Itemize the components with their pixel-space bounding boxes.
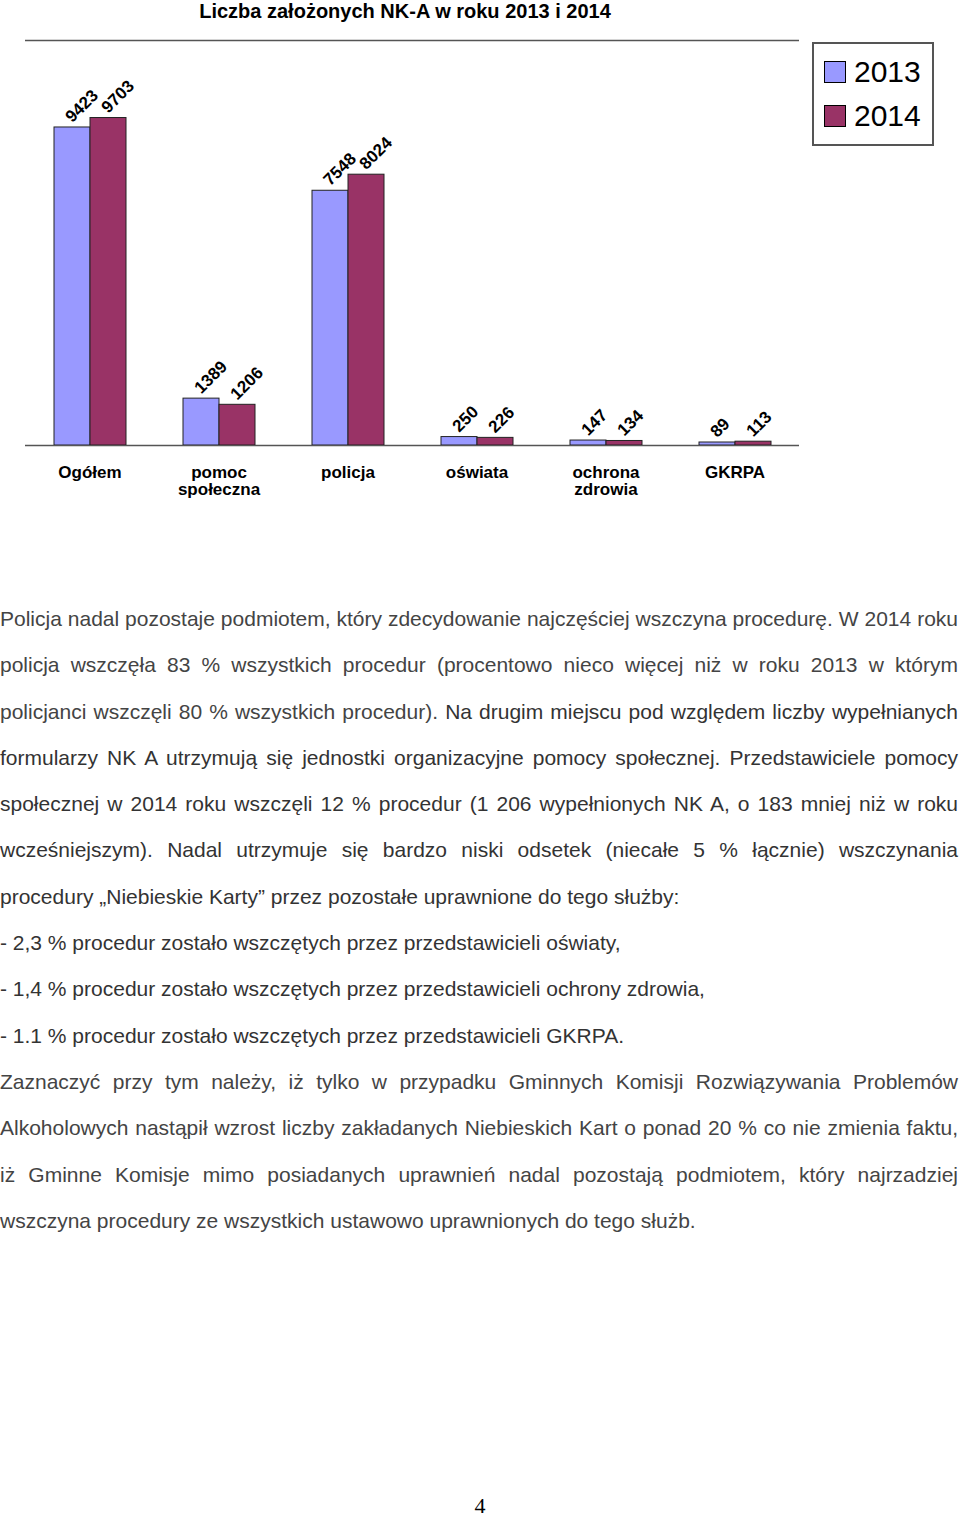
svg-text:ochronazdrowia: ochronazdrowia (572, 463, 640, 499)
svg-text:8024: 8024 (356, 133, 397, 174)
svg-text:9423: 9423 (62, 86, 102, 126)
svg-text:policja: policja (321, 463, 375, 482)
svg-text:Ogółem: Ogółem (58, 463, 121, 482)
svg-text:pomocspołeczna: pomocspołeczna (178, 463, 261, 499)
svg-text:226: 226 (485, 403, 518, 436)
svg-text:7548: 7548 (320, 149, 360, 189)
svg-text:1389: 1389 (191, 357, 231, 397)
html-text:4: 4 (474, 1493, 486, 1518)
svg-text:134: 134 (614, 406, 648, 440)
svg-text:89: 89 (707, 414, 734, 441)
html-text:Liczba założonych NK-A w roku: Liczba założonych NK-A w roku 2013 i 201… (199, 0, 611, 22)
svg-text:113: 113 (743, 408, 776, 441)
html-text:- 1,4 % procedur zostało wszcz: - 1,4 % procedur zostało wszczętych prze… (0, 977, 705, 1001)
html-text:- 1.1 % procedur zostało wszcz: - 1.1 % procedur zostało wszczętych prze… (0, 1023, 624, 1047)
svg-text:oświata: oświata (446, 463, 509, 482)
html-text:2013: 2013 (854, 55, 921, 88)
html-text:- 2,3 % procedur zostało wszcz: - 2,3 % procedur zostało wszczętych prze… (0, 931, 621, 955)
svg-text:147: 147 (578, 406, 611, 439)
html-text:Policja nadal pozostaje podmio: Policja nadal pozostaje podmiotem, który… (0, 607, 958, 908)
svg-text:250: 250 (449, 402, 482, 435)
svg-text:9703: 9703 (98, 77, 138, 117)
svg-text:GKRPA: GKRPA (705, 463, 765, 482)
svg-text:1206: 1206 (227, 363, 267, 403)
html-text:Zaznaczyć przy tym należy, iż: Zaznaczyć przy tym należy, iż tylko w pr… (0, 1070, 958, 1232)
html-text:2014: 2014 (854, 99, 921, 132)
